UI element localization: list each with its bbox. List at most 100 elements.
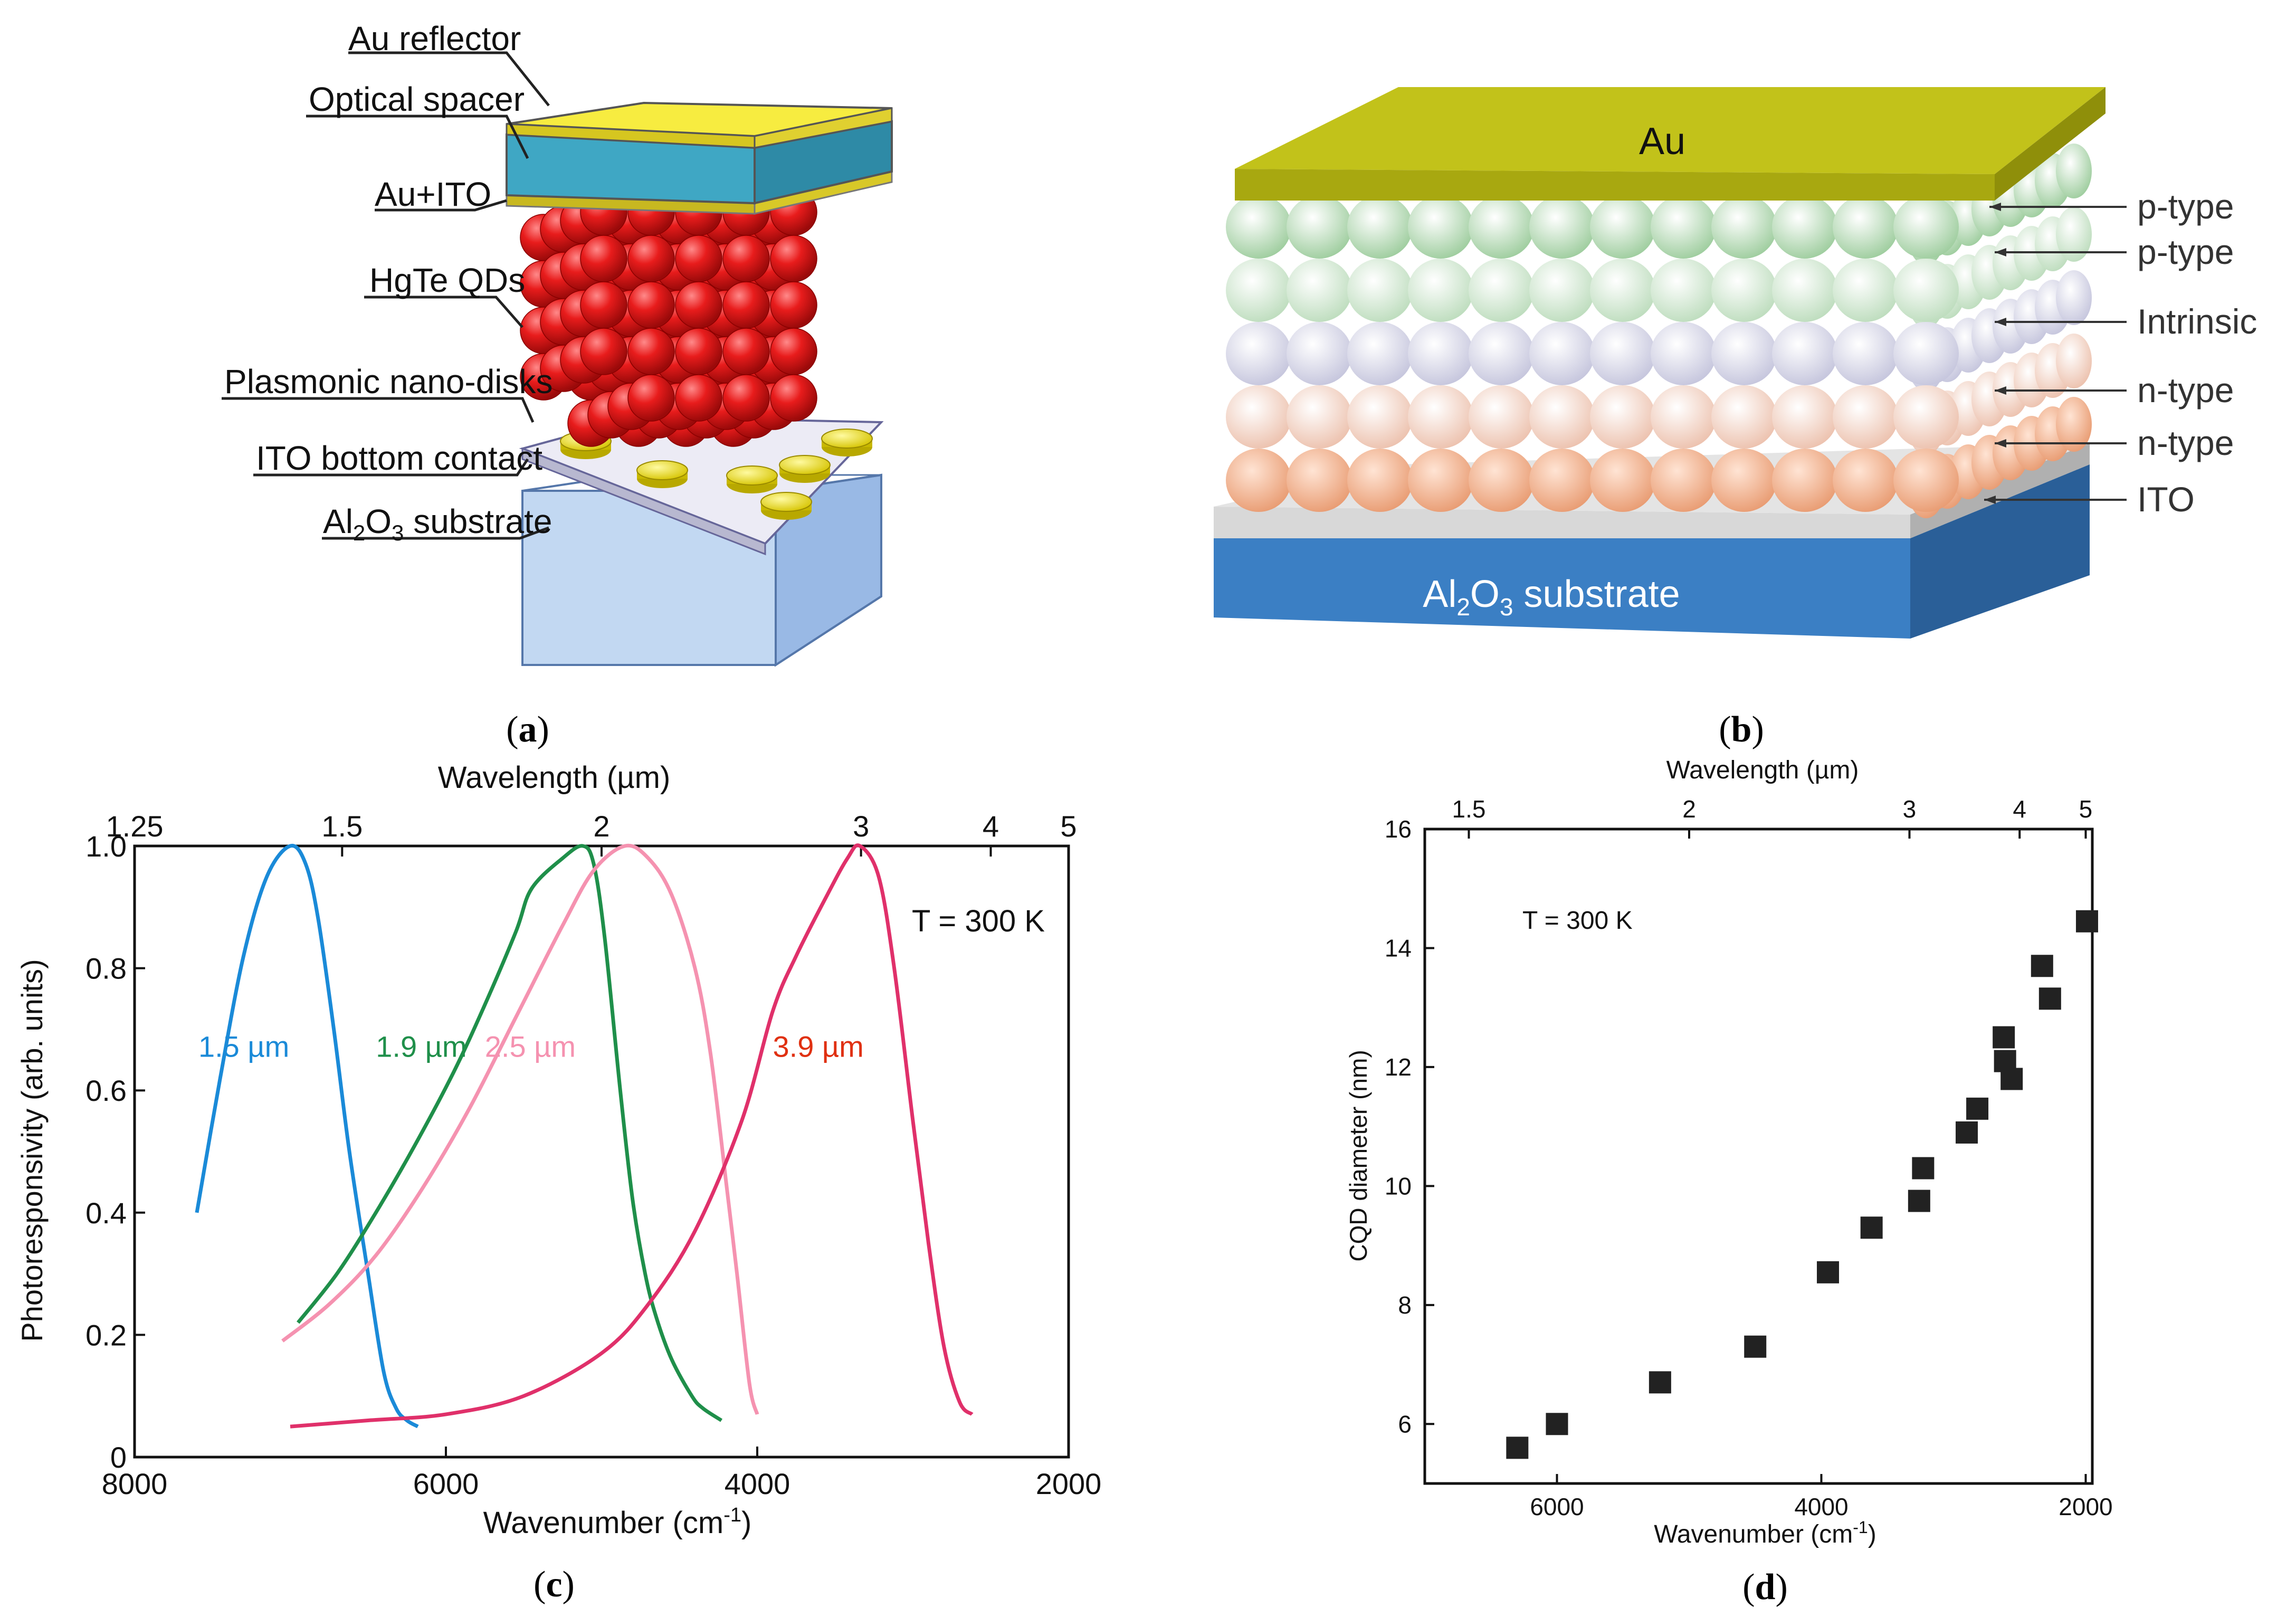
n-type-row-ball [1772,449,1837,512]
p-type-row-ball [1469,259,1534,322]
d-xlabel: Wavenumber (cm-1) [1654,1518,1876,1548]
d-ylabel: CQD diameter (nm) [1345,1050,1372,1261]
d-data-point [1860,1216,1883,1239]
nano-disk [726,465,778,486]
b-substrate-front [1214,538,1910,639]
p-type-row-ball [1347,259,1413,322]
hgte-qd [675,281,722,329]
hgte-qd [627,374,675,422]
n-type-row-ball [1469,385,1534,449]
intrinsic-row-side-ball [2056,270,2092,325]
p-type-row-ball [1772,195,1837,259]
c-x-tick-label: 4000 [725,1467,790,1500]
hgte-qd [770,235,817,282]
intrinsic-row-ball [1347,322,1413,385]
d-data-point [1908,1190,1930,1212]
intrinsic-row-ball [1287,322,1352,385]
d-x-tick-label: 2000 [2059,1493,2112,1520]
c-x-tick-label: 6000 [413,1467,479,1500]
panel-b-device-diagram: Au Al2O3 substrate p-type p-type Intrinsic… [1214,87,2257,750]
p-type-row-ball [1833,259,1898,322]
b-label-arrowhead [1984,496,1996,504]
n-type-row-ball [1529,449,1595,512]
intrinsic-row-ball [1408,322,1473,385]
c-curve-label: 3.9 µm [773,1030,864,1063]
p-type-row-ball [1529,259,1595,322]
d-data-point [2031,955,2053,977]
c-y-tick-label: 1.0 [85,830,127,863]
leader-optical-spacer [306,115,529,159]
p-type-row-side-ball [2056,207,2092,262]
hgte-qd [675,328,722,375]
n-type-row-side-ball [2056,334,2092,388]
n-type-row-ball [1651,385,1716,449]
p-type-row-ball [1408,195,1473,259]
d-x-tick-label: 6000 [1530,1493,1584,1520]
n-type-row-ball [1651,449,1716,512]
nano-disk [760,492,812,512]
d-data-point [1912,1157,1935,1180]
b-layer-label: p-type [2137,187,2234,226]
n-type-row-ball [1711,385,1777,449]
d-top-axis-label: Wavelength (µm) [1666,756,1859,784]
c-top-tick-label: 1.5 [321,810,363,843]
d-data-point [1744,1335,1767,1358]
hgte-qd [675,374,722,422]
n-type-row-ball [1590,449,1655,512]
d-data-point [1993,1026,2015,1049]
intrinsic-row-ball [1529,322,1595,385]
leader-plasmonic [222,397,535,423]
hgte-qd [627,328,675,375]
b-layer-label: n-type [2137,370,2234,410]
hgte-qd [770,281,817,329]
hgte-qd [580,281,627,329]
label-ito-bottom: ITO bottom contact [256,439,542,477]
b-au-side [1995,87,2106,201]
label-plasmonic: Plasmonic nano-disks [224,363,553,401]
caption-b: (b) [1719,709,1764,750]
panel-c-chart: 8000 6000 4000 2000 0 0.2 0.4 0.6 0.8 1.01.25 1.5 2… [15,760,1101,1605]
hgte-qd [722,281,770,329]
b-label-arrowhead [1995,248,2006,256]
hgte-qd [627,235,675,282]
c-x-tick-label: 2000 [1036,1467,1102,1500]
b-ito-front [1214,507,1910,538]
c-y-tick-label: 0.4 [85,1196,127,1230]
p-type-row-ball [1347,195,1413,259]
p-type-row-ball [1590,259,1655,322]
n-type-row-ball [1893,385,1959,449]
d-y-tick-label: 8 [1398,1291,1412,1319]
p-type-row-ball [1772,259,1837,322]
nano-disk [821,429,873,449]
p-type-row-ball [1893,259,1959,322]
d-points [1506,910,2098,1459]
d-top-tick-label: 5 [2079,795,2093,823]
substrate-block-side [775,473,882,667]
c-x-tick-label: 8000 [102,1467,168,1500]
p-type-row-side-ball [2056,144,2092,198]
b-layer-label: p-type [2137,232,2234,271]
caption-d: (d) [1742,1567,1788,1608]
label-optical-spacer: Optical spacer [309,80,525,118]
n-type-row-ball [1226,449,1291,512]
n-type-row-side-ball [2056,397,2092,452]
b-label-arrowhead [1989,203,2001,211]
c-series-line [195,843,419,1429]
n-type-row-ball [1833,385,1898,449]
c-ylabel: Photoresponsivity (arb. units) [15,959,49,1342]
hgte-qd [580,235,627,282]
b-layer-label: n-type [2137,423,2234,462]
d-data-point [2038,987,2061,1010]
n-type-row-ball [1408,385,1473,449]
c-top-tick-label: 2 [593,810,609,843]
p-type-row-ball [1833,195,1898,259]
n-type-row-ball [1347,385,1413,449]
p-type-row-ball [1287,259,1352,322]
n-type-row-ball [1590,385,1655,449]
au-reflector-side [754,107,893,149]
c-top-axis-label: Wavelength (µm) [438,760,671,795]
b-layer-label: Intrinsic [2137,302,2257,341]
intrinsic-row-ball [1711,322,1777,385]
intrinsic-row-ball [1651,322,1716,385]
caption-c: (c) [533,1564,575,1605]
